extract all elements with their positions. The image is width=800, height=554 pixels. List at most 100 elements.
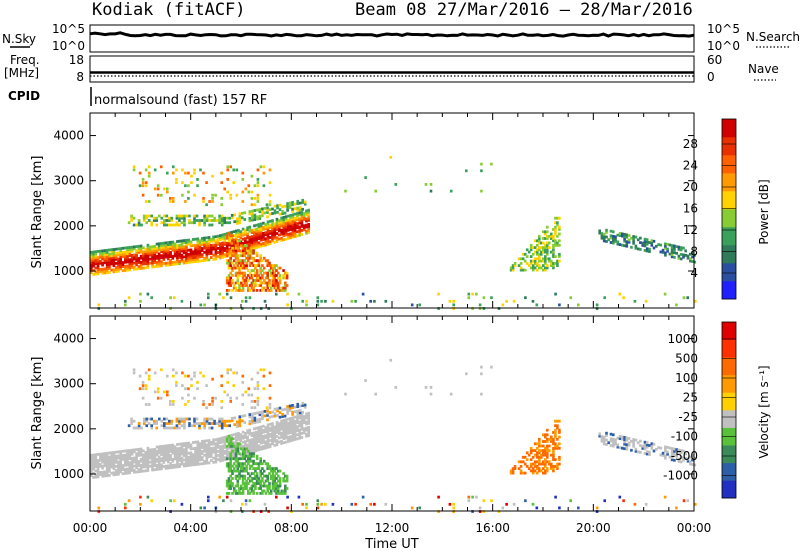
velocity-cell (259, 433, 263, 437)
time-axis-label: Time UT (364, 537, 418, 552)
power-cell (178, 219, 181, 222)
velocity-cell (259, 425, 263, 429)
velocity-cell (227, 479, 231, 483)
velocity-cell (552, 458, 555, 461)
velocity-cell (269, 469, 273, 473)
power-cell (216, 234, 220, 238)
velocity-cell (239, 433, 243, 437)
power-cell (196, 239, 200, 243)
power-cell (175, 181, 178, 184)
velocity-cell (144, 469, 147, 473)
power-cell (105, 255, 109, 258)
velocity-cell (94, 469, 98, 473)
power-cell (243, 218, 247, 221)
power-cell (275, 236, 279, 239)
velocity-cell (544, 453, 547, 457)
velocity-cell (105, 458, 109, 461)
velocity-cell (153, 460, 156, 463)
velocity-cell (277, 474, 280, 478)
velocity-cell (277, 484, 280, 488)
velocity-cell (226, 393, 229, 397)
power-cell (254, 284, 257, 287)
power-cell (252, 286, 255, 290)
velocity-cell (214, 444, 218, 448)
velocity-cell (519, 469, 523, 473)
velocity-cell (253, 447, 256, 451)
power-cell (162, 256, 166, 259)
power-cell (519, 257, 523, 261)
velocity-cell (266, 441, 270, 445)
velocity-cell (531, 462, 535, 466)
power-cell (147, 219, 151, 222)
velocity-cell (151, 458, 154, 462)
power-cell (280, 218, 283, 222)
velocity-cell (237, 436, 240, 439)
velocity-cell (247, 482, 250, 485)
power-cell (259, 244, 263, 248)
power-cell (296, 209, 299, 212)
power-cell (188, 214, 191, 218)
power-cell (268, 193, 272, 197)
power-cell (256, 215, 259, 219)
power-cell (293, 216, 297, 220)
velocity-cell (273, 427, 277, 431)
power-cell (556, 216, 559, 220)
velocity-cell (208, 422, 211, 425)
power-cell (344, 189, 347, 193)
velocity-cell (203, 453, 206, 457)
power-cell (643, 249, 647, 252)
velocity-cell (291, 420, 295, 424)
velocity-cell (110, 455, 113, 459)
velocity-cell (114, 471, 118, 474)
velocity-cell (234, 447, 238, 451)
power-cell (227, 284, 231, 287)
power-ytick-label: 3000 (53, 174, 84, 188)
power-cell (268, 203, 272, 207)
power-cell (108, 252, 111, 256)
velocity-cell (248, 445, 252, 448)
velocity-cell (162, 450, 166, 454)
velocity-cell (259, 472, 262, 475)
velocity-cell (173, 453, 177, 457)
velocity-cell (193, 371, 196, 375)
power-cell (253, 197, 257, 200)
power-cell (90, 255, 93, 258)
velocity-cell (135, 470, 138, 474)
velocity-cell (286, 409, 289, 413)
power-cell (144, 254, 147, 257)
power-cell (668, 243, 672, 247)
power-cell (536, 264, 539, 267)
velocity-cell (223, 442, 227, 445)
power-cell (167, 249, 170, 253)
power-cell (554, 292, 557, 296)
velocity-cell (677, 457, 681, 461)
velocity-cell (531, 469, 535, 473)
velocity-cell (650, 442, 654, 446)
velocity-cell (538, 440, 541, 443)
power-cell (114, 247, 118, 251)
velocity-cell (239, 437, 243, 441)
velocity-cell (255, 438, 258, 442)
velocity-cell (252, 477, 255, 480)
velocity-cell (133, 468, 136, 472)
power-cell (266, 224, 270, 228)
power-cell (229, 239, 232, 243)
power-cell (529, 248, 533, 252)
power-cell (223, 187, 226, 191)
power-cell (291, 201, 294, 204)
velocity-cell (287, 435, 290, 439)
power-cell (117, 259, 120, 263)
power-cell (245, 264, 248, 267)
power-cell (241, 284, 245, 287)
power-cell (223, 236, 227, 240)
velocity-cell (231, 482, 234, 485)
power-cell (119, 253, 122, 257)
power-cell (296, 206, 299, 210)
power-cell (189, 244, 193, 248)
cpid-text: normalsound (fast) 157 RF (94, 93, 267, 108)
velocity-cell (241, 403, 245, 406)
power-cell (263, 299, 267, 303)
power-cell (659, 243, 663, 247)
power-cell (142, 260, 145, 264)
velocity-cell (90, 453, 93, 457)
